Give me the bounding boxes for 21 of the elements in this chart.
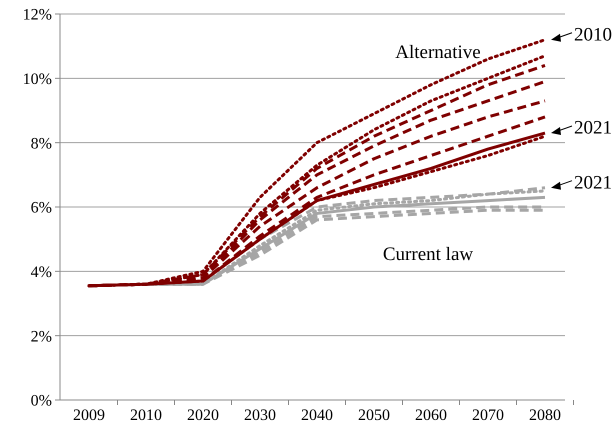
y-tick-label: 10% <box>22 70 52 88</box>
x-tick-label: 2010 <box>130 407 162 424</box>
annotation: 2021 <box>574 172 612 194</box>
x-tick-label: 2080 <box>529 407 561 424</box>
x-tick-label: 2030 <box>244 407 276 424</box>
x-tick-label: 2070 <box>472 407 504 424</box>
annotation: Alternative <box>395 42 481 63</box>
x-tick-label: 2050 <box>358 407 390 424</box>
y-tick-label: 2% <box>30 328 52 346</box>
x-tick-label: 2060 <box>415 407 447 424</box>
annotation: Current law <box>382 244 474 265</box>
x-tick-label: 2009 <box>73 407 105 424</box>
y-tick-label: 8% <box>30 135 52 152</box>
x-tick-label: 2040 <box>301 407 333 424</box>
annotation: 2021 <box>574 118 612 139</box>
y-tick-label: 4% <box>30 264 52 281</box>
y-tick-label: 0% <box>30 392 52 410</box>
y-tick-label: 6% <box>30 200 52 217</box>
y-tick-label: 12% <box>22 6 52 24</box>
annotation: 2010 <box>574 24 612 46</box>
x-tick-label: 2020 <box>187 407 219 424</box>
